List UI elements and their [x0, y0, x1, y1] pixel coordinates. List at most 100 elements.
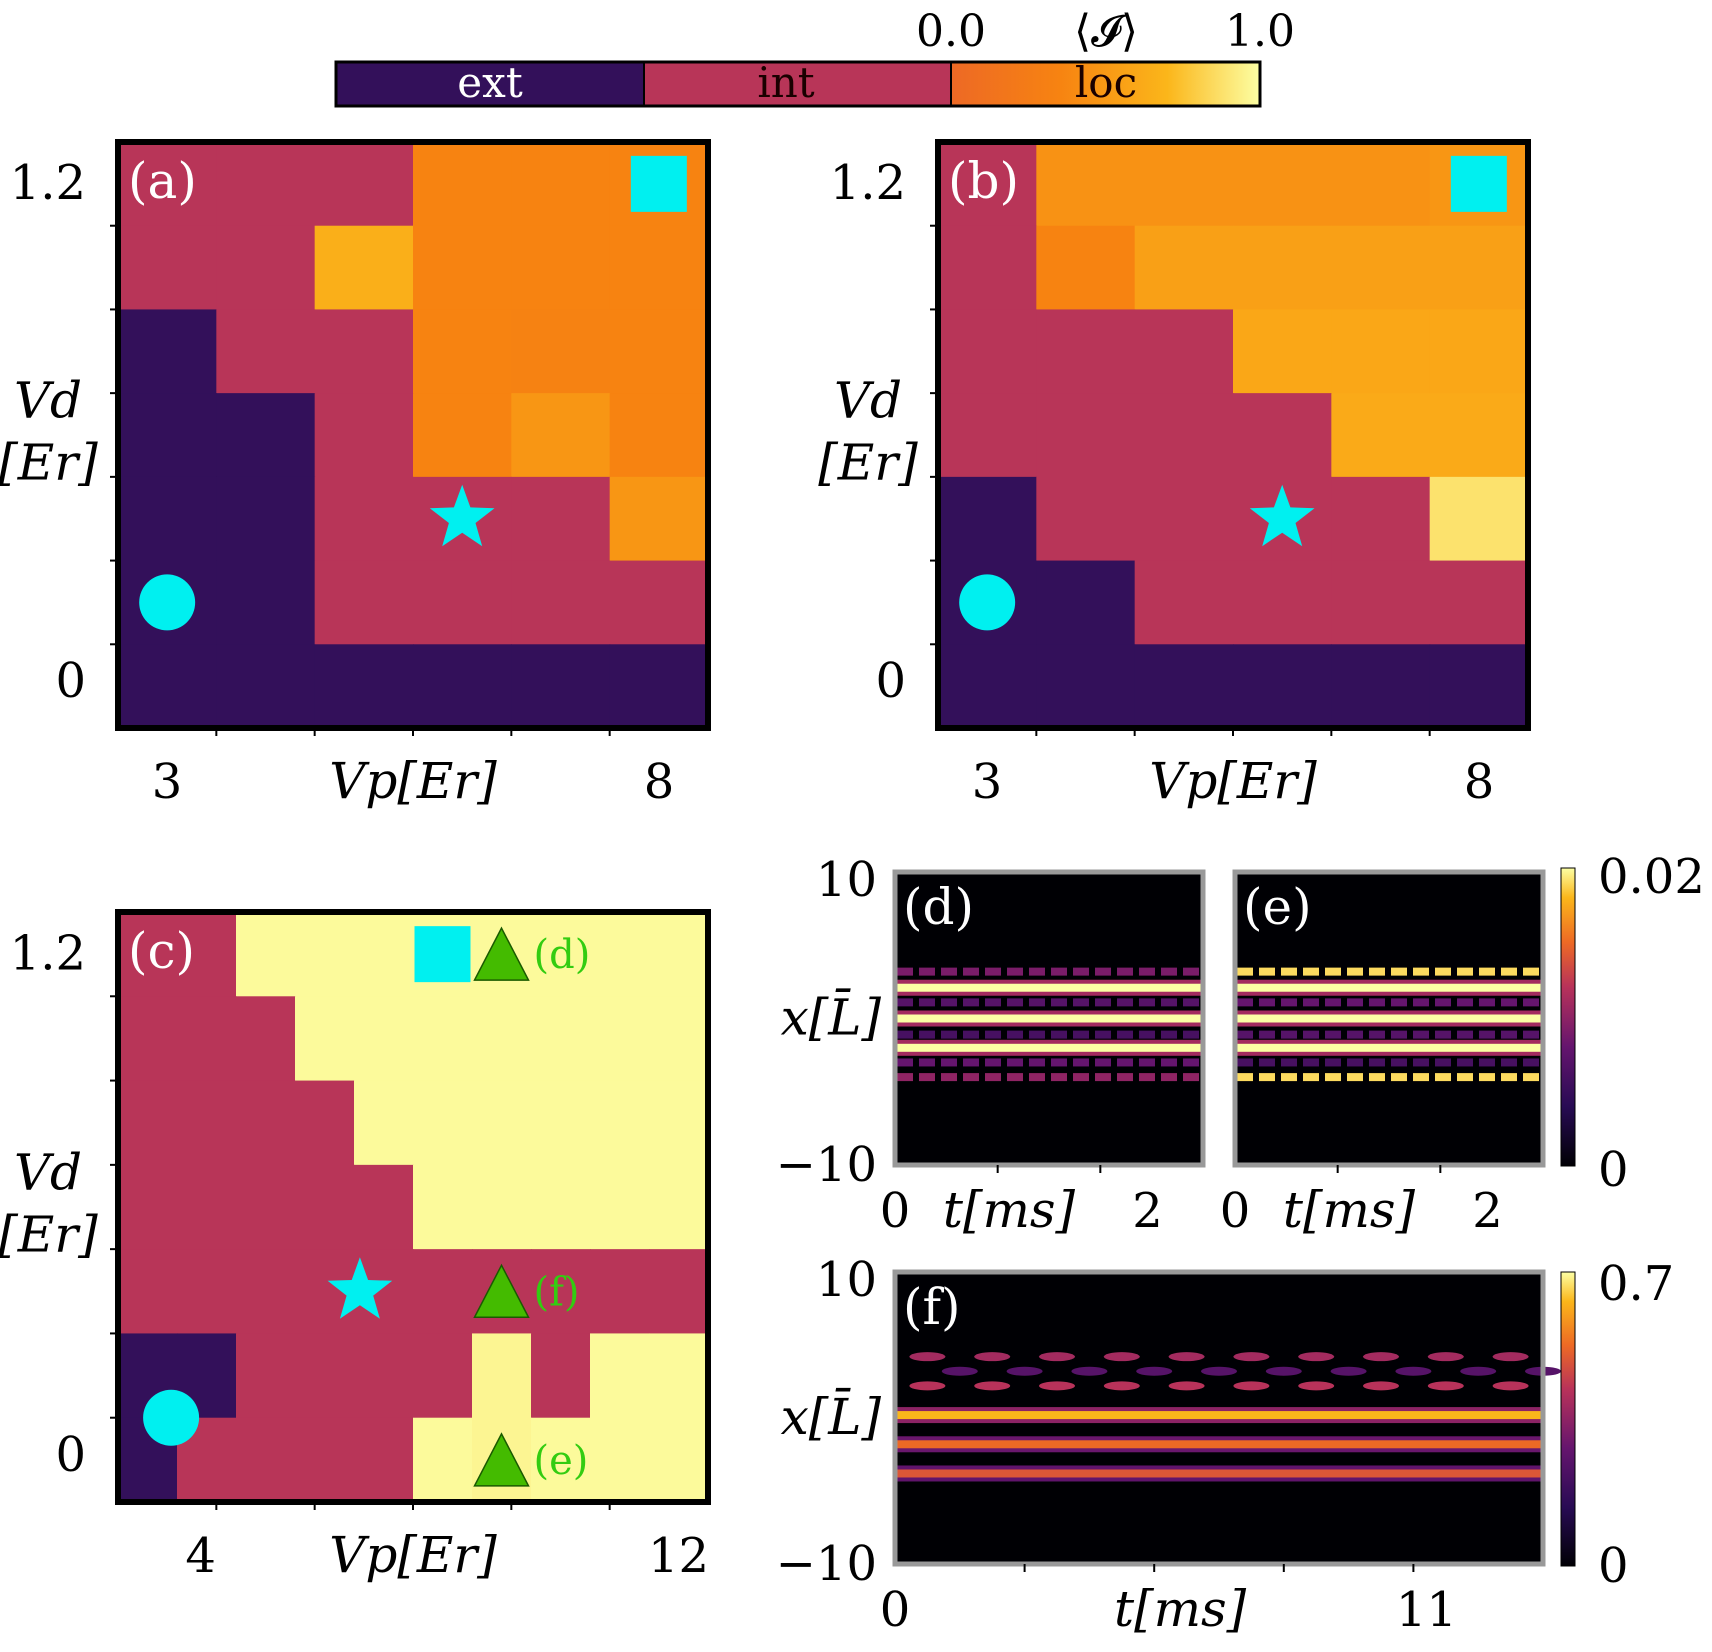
density-dash [1523, 967, 1539, 976]
colorbar-ext-segment [336, 62, 644, 106]
density-dash [897, 1073, 913, 1082]
density-band-core [1235, 983, 1543, 992]
density-dash [985, 1058, 1001, 1067]
density-dash [1523, 1030, 1539, 1039]
heatmap-cell [1134, 476, 1234, 562]
x-axis-label: Vp[Er] [329, 1526, 497, 1584]
density-dash [1501, 998, 1517, 1007]
heatmap-cell [1134, 560, 1234, 645]
heatmap-cell [511, 393, 611, 478]
x-tick-label: 8 [1464, 754, 1495, 810]
heatmap-cell [118, 476, 217, 562]
panel-label: (e) [1243, 878, 1312, 936]
colorbar-de-gradient [1560, 867, 1576, 1167]
colorbar-de-max-label: 0.02 [1598, 849, 1705, 905]
density-dash [1139, 967, 1155, 976]
density-blob [1006, 1366, 1043, 1376]
density-dash [1095, 1030, 1111, 1039]
x-tick-label: 2 [1132, 1183, 1163, 1239]
plot-frame [1232, 869, 1546, 1168]
y-axis-unit-label: [Er] [0, 1205, 98, 1263]
panel-d: 10 −10 x[L̄] 0 2 t[ms] (d) [776, 852, 1206, 1239]
density-dash [1303, 1073, 1319, 1082]
density-dash [1281, 998, 1297, 1007]
density-blob [1492, 1352, 1529, 1362]
y-tick-label: 10 [816, 1252, 877, 1308]
heatmap-cell [295, 1164, 355, 1250]
density-dash [1029, 967, 1045, 976]
density-dash [1347, 1073, 1363, 1082]
x-axis-label: t[ms] [943, 1181, 1076, 1239]
heatmap-cell [413, 309, 512, 394]
density-dash [1007, 1030, 1023, 1039]
heatmap-cell [413, 1417, 473, 1503]
density-dash [1391, 1073, 1407, 1082]
colorbar-int-label: int [757, 58, 814, 107]
heatmap-cell [472, 1080, 532, 1166]
density-dash [1391, 1030, 1407, 1039]
density-dash [1051, 1058, 1067, 1067]
density-dash [1117, 967, 1133, 976]
colorbar-ext-label: ext [457, 58, 523, 107]
triangle-marker [473, 926, 530, 981]
x-axis-label: Vp[Er] [329, 752, 497, 810]
triangle-annotation: (f) [534, 1269, 580, 1315]
density-dash [1237, 1058, 1253, 1067]
density-dash [1325, 1073, 1341, 1082]
density-band-core [1235, 1014, 1543, 1023]
heatmap-cell [236, 1333, 296, 1419]
heatmap-cell [314, 393, 414, 478]
density-dash [1117, 998, 1133, 1007]
density-dash [1479, 1058, 1495, 1067]
heatmap-cell [314, 225, 414, 311]
density-band-core [895, 1411, 1543, 1420]
density-dash [1073, 998, 1089, 1007]
density-dash [941, 1058, 957, 1067]
density-dash [1523, 998, 1539, 1007]
density-blob [1363, 1381, 1399, 1391]
x-tick-label: 0 [880, 1582, 911, 1638]
density-dash [1073, 1058, 1089, 1067]
x-tick-label: 2 [1472, 1183, 1503, 1239]
y-tick-label: 1.2 [10, 925, 86, 981]
density-dash [919, 1073, 935, 1082]
heatmap-cell [1331, 225, 1431, 311]
density-blob [1039, 1381, 1075, 1391]
density-band-core [895, 1043, 1203, 1052]
heatmap-cell [531, 912, 591, 997]
density-dash [1117, 1073, 1133, 1082]
square-marker [1450, 155, 1507, 212]
heatmap-cell [1331, 309, 1431, 394]
density-dash [1029, 998, 1045, 1007]
colorbar-f-min-label: 0 [1598, 1538, 1629, 1594]
heatmap-cell [511, 142, 611, 227]
heatmap-cell [177, 912, 237, 997]
heatmap-cell [314, 142, 414, 227]
y-axis-unit-label: [Er] [0, 433, 98, 491]
square-marker [630, 155, 687, 212]
density-dash [1479, 967, 1495, 976]
heatmap-cell [938, 476, 1037, 562]
density-band-core [895, 1469, 1543, 1478]
y-tick-label: 0 [55, 653, 86, 709]
heatmap-cell [1233, 225, 1332, 311]
density-band-core [895, 1014, 1203, 1023]
heatmap-cell [1429, 644, 1529, 729]
density-dash [1325, 967, 1341, 976]
density-dash [1523, 1058, 1539, 1067]
density-dash [1029, 1058, 1045, 1067]
density-dash [1051, 1030, 1067, 1039]
density-dash [963, 967, 979, 976]
density-dash [1303, 1030, 1319, 1039]
heatmap-cell [413, 393, 512, 478]
density-dash [1435, 998, 1451, 1007]
heatmap-cell [354, 996, 414, 1082]
panel-f: 10 −10 x[L̄] 0 11 t[ms] (f) [776, 1252, 1561, 1638]
heatmap-cell [354, 1080, 414, 1166]
y-tick-label: 0 [875, 653, 906, 709]
density-blob [1427, 1352, 1464, 1362]
heatmap-cell [590, 1417, 650, 1503]
heatmap-cell [1429, 393, 1529, 478]
heatmap-cell [1233, 142, 1332, 227]
triangle-annotation: (d) [534, 932, 591, 978]
